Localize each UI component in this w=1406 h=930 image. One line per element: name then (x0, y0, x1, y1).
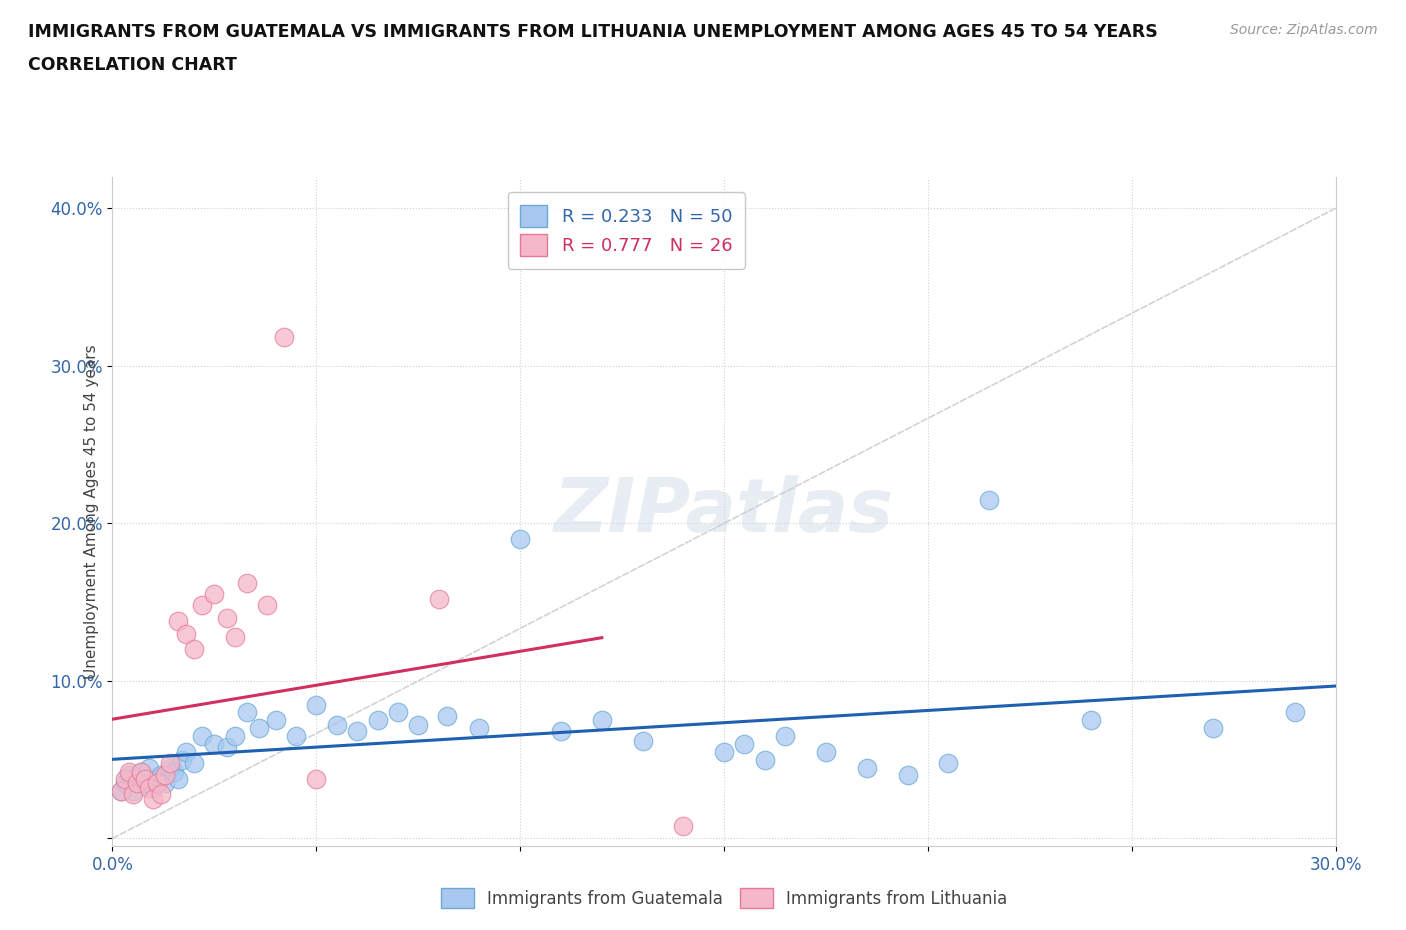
Point (215, 610, 238, 625)
Legend: Immigrants from Guatemala, Immigrants from Lithuania: Immigrants from Guatemala, Immigrants fr… (434, 882, 1014, 915)
Point (855, 760, 877, 775)
Point (979, 492, 1001, 507)
Point (146, 771, 169, 786)
Point (159, 760, 181, 775)
Point (256, 598, 278, 613)
Point (1080, 712, 1102, 727)
Point (142, 780, 165, 795)
Point (550, 724, 572, 738)
Point (138, 780, 160, 795)
Point (174, 626, 197, 641)
Point (366, 712, 388, 727)
Point (125, 776, 148, 790)
Point (118, 764, 141, 779)
Point (236, 576, 259, 591)
Point (408, 718, 430, 733)
Point (129, 764, 152, 779)
Point (114, 776, 136, 790)
Point (734, 737, 756, 751)
Point (305, 698, 328, 712)
Text: ZIPatlas: ZIPatlas (554, 475, 894, 548)
Point (754, 752, 776, 767)
Point (775, 728, 797, 743)
Point (1202, 721, 1225, 736)
Point (326, 718, 349, 733)
Point (155, 768, 177, 783)
Text: IMMIGRANTS FROM GUATEMALA VS IMMIGRANTS FROM LITHUANIA UNEMPLOYMENT AMONG AGES 4: IMMIGRANTS FROM GUATEMALA VS IMMIGRANTS … (28, 23, 1159, 41)
Point (138, 760, 160, 775)
Point (183, 755, 205, 770)
Point (672, 818, 695, 833)
Point (264, 712, 287, 727)
Point (114, 771, 136, 786)
Point (273, 330, 295, 345)
Point (191, 598, 214, 613)
Point (631, 733, 654, 748)
Point (897, 768, 920, 783)
Point (591, 712, 613, 727)
Point (936, 755, 959, 770)
Point (134, 771, 156, 786)
Point (427, 591, 450, 606)
Point (236, 705, 259, 720)
Point (346, 724, 368, 738)
Point (387, 705, 409, 720)
Point (170, 752, 193, 767)
Point (110, 784, 132, 799)
Point (142, 791, 165, 806)
Point (166, 614, 188, 629)
Point (150, 768, 173, 783)
Point (183, 642, 205, 657)
Point (129, 764, 152, 779)
Point (122, 787, 145, 802)
Y-axis label: Unemployment Among Ages 45 to 54 years: Unemployment Among Ages 45 to 54 years (83, 344, 98, 679)
Point (284, 728, 308, 743)
Point (204, 587, 226, 602)
Point (468, 721, 491, 736)
Point (815, 744, 838, 759)
Text: CORRELATION CHART: CORRELATION CHART (28, 56, 238, 73)
Point (215, 739, 238, 754)
Point (204, 737, 226, 751)
Point (155, 776, 177, 790)
Point (134, 776, 156, 790)
Point (174, 744, 197, 759)
Point (247, 721, 270, 736)
Point (110, 784, 132, 799)
Point (122, 784, 145, 799)
Point (713, 744, 735, 759)
Point (166, 771, 188, 786)
Point (224, 728, 246, 743)
Point (163, 764, 186, 779)
Point (436, 708, 458, 723)
Point (118, 768, 141, 783)
Point (150, 787, 173, 802)
Point (146, 776, 169, 790)
Point (1284, 705, 1306, 720)
Point (191, 728, 214, 743)
Point (125, 771, 148, 786)
Point (224, 630, 246, 644)
Point (305, 771, 328, 786)
Text: Source: ZipAtlas.com: Source: ZipAtlas.com (1230, 23, 1378, 37)
Point (159, 755, 181, 770)
Point (509, 532, 531, 547)
